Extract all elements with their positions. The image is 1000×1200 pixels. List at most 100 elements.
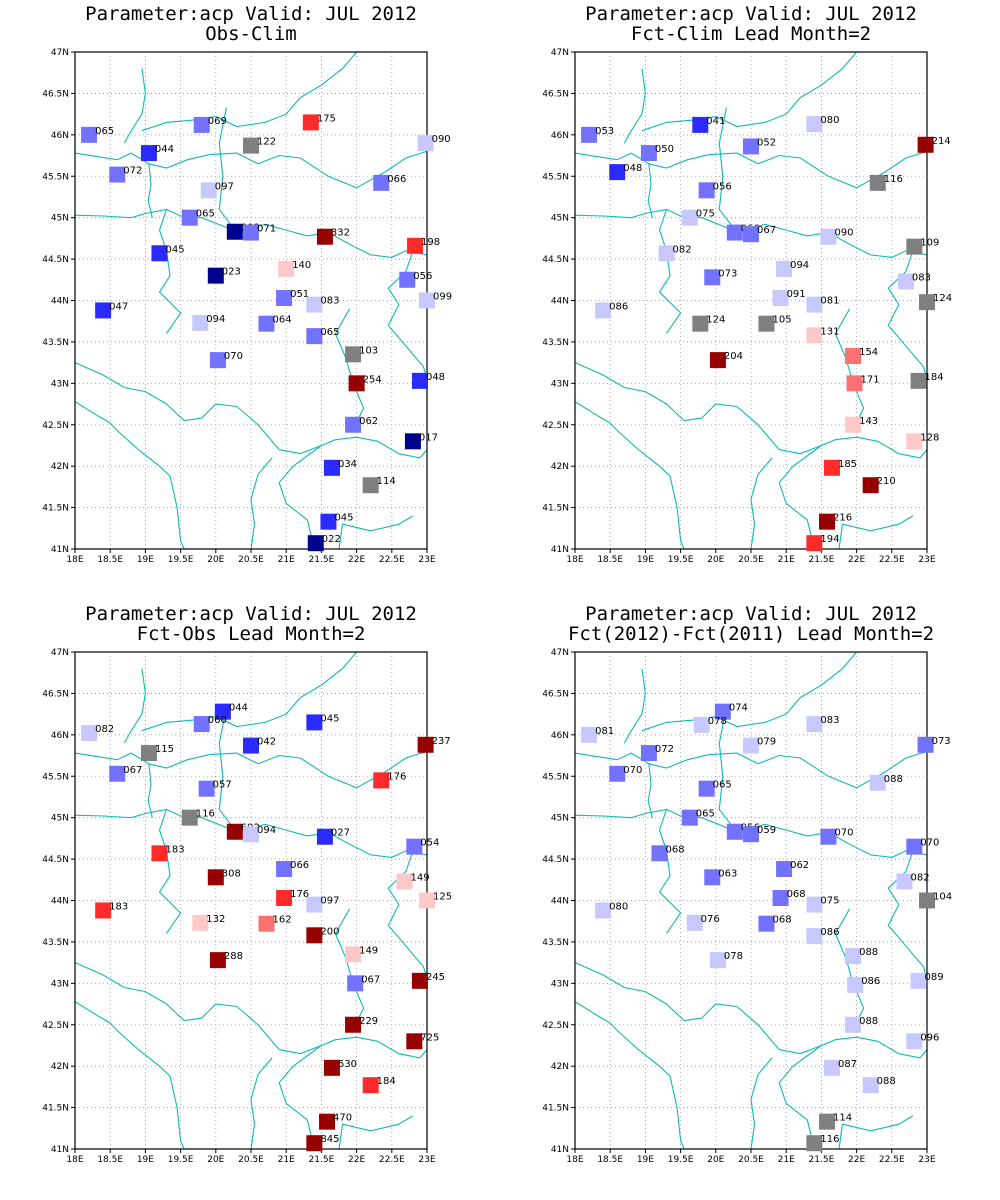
station-marker: [81, 725, 98, 742]
station-marker: [845, 347, 862, 364]
station-marker: [692, 116, 709, 133]
station-marker: [906, 238, 923, 255]
station-marker: [806, 896, 823, 913]
lat-tick-label: 41.5N: [542, 504, 569, 514]
station-marker: [320, 513, 337, 530]
station-value-label: 149: [410, 872, 429, 883]
station-marker: [362, 1077, 379, 1094]
station-value-label: 154: [859, 347, 878, 358]
lon-tick-label: 22E: [348, 1155, 365, 1165]
station-value-label: 065: [95, 126, 114, 137]
station-marker: [209, 952, 226, 969]
lon-tick-label: 19E: [137, 1155, 154, 1165]
station-value-label: 045: [165, 244, 184, 255]
coastline: [838, 515, 914, 550]
station-marker: [906, 838, 923, 855]
station-value-label: 075: [820, 896, 839, 907]
station-value-label: 088: [884, 774, 903, 785]
station-marker: [151, 845, 168, 862]
station-value-label: 198: [421, 237, 440, 248]
station-marker: [276, 890, 293, 907]
station-value-label: 089: [925, 972, 944, 983]
coastline: [658, 809, 682, 934]
station-value-label: 065: [320, 327, 339, 338]
panel-title: Parameter:acp Valid: JUL 2012: [85, 3, 417, 25]
lat-tick-label: 45N: [51, 214, 69, 224]
station-marker: [407, 237, 424, 254]
coastline: [800, 651, 858, 699]
station-marker: [714, 703, 731, 720]
station-marker: [411, 372, 428, 389]
lon-tick-label: 18E: [566, 555, 583, 565]
station-value-label: 332: [331, 228, 350, 239]
lat-tick-label: 43.5N: [542, 338, 569, 348]
station-marker: [243, 137, 259, 154]
station-value-label: 103: [359, 345, 378, 356]
station-value-label: 308: [222, 868, 241, 879]
coastline: [147, 163, 153, 218]
station-value-label: 083: [912, 272, 931, 283]
station-value-label: 128: [920, 432, 939, 443]
station-marker: [726, 823, 743, 840]
station-value-label: 073: [718, 268, 737, 279]
station-value-label: 027: [331, 828, 350, 839]
coastline: [834, 308, 865, 430]
lat-tick-label: 45N: [551, 214, 569, 224]
station-marker: [323, 1059, 340, 1076]
station-marker: [609, 765, 626, 782]
coastline: [800, 51, 858, 99]
station-marker: [278, 261, 295, 278]
station-marker: [758, 315, 775, 332]
station-value-label: 183: [165, 844, 184, 855]
station-marker: [200, 182, 217, 199]
coastline: [338, 515, 414, 550]
station-markers: 0530410802140500520481160560750660670901…: [581, 115, 952, 552]
station-marker: [651, 845, 668, 862]
station-value-label: 091: [787, 289, 806, 300]
station-value-label: 115: [155, 744, 174, 755]
station-marker: [95, 902, 112, 919]
station-marker: [806, 296, 823, 313]
station-value-label: 068: [787, 889, 806, 900]
coastlines: [574, 651, 928, 1150]
station-marker: [917, 736, 934, 753]
lon-tick-label: 22.5E: [379, 555, 405, 565]
station-value-label: 097: [215, 181, 234, 192]
station-marker: [345, 416, 362, 433]
lon-tick-label: 20.5E: [738, 1155, 764, 1165]
lon-tick-label: 22E: [348, 555, 365, 565]
lat-tick-label: 43.5N: [42, 338, 69, 348]
station-value-label: 204: [724, 351, 743, 362]
lon-tick-label: 20E: [207, 555, 224, 565]
station-value-label: 088: [859, 947, 878, 958]
station-value-label: 094: [206, 314, 225, 325]
station-marker: [686, 914, 703, 931]
lon-tick-label: 23E: [418, 555, 435, 565]
station-marker: [404, 433, 421, 450]
station-value-label: 245: [426, 972, 445, 983]
station-markers: 0650691750441220900720970660650090713321…: [81, 113, 452, 552]
coastline: [250, 1057, 273, 1150]
lat-tick-label: 41N: [51, 1145, 69, 1155]
station-value-label: 053: [595, 126, 614, 137]
lat-tick-label: 44.5N: [542, 855, 569, 865]
lon-tick-label: 19.5E: [168, 555, 194, 565]
lat-tick-label: 41N: [51, 545, 69, 555]
coastline: [74, 1001, 185, 1150]
lat-tick-label: 41.5N: [542, 1104, 569, 1114]
station-value-label: 041: [706, 116, 725, 127]
station-marker: [743, 826, 759, 843]
lat-tick-label: 46N: [51, 731, 69, 741]
station-marker: [743, 138, 759, 155]
coastline: [123, 68, 146, 144]
station-marker: [243, 737, 259, 754]
station-marker: [81, 126, 98, 143]
coastline: [736, 406, 928, 459]
lat-tick-label: 45N: [51, 814, 69, 824]
station-marker: [207, 267, 224, 284]
lat-tick-label: 41N: [551, 1145, 569, 1155]
station-value-label: 082: [95, 724, 114, 735]
station-value-label: 065: [196, 209, 215, 220]
